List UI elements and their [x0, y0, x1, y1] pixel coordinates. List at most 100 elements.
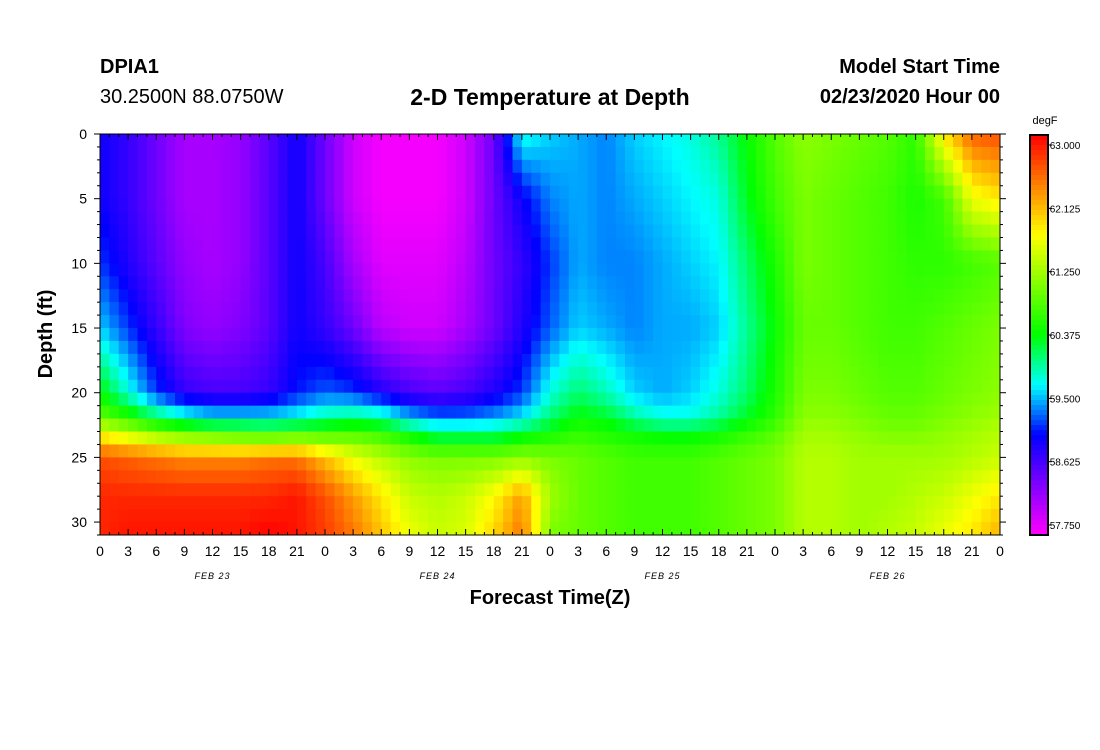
heatmap-cell: [625, 431, 635, 446]
heatmap-cell: [681, 159, 692, 174]
heatmap-cell: [681, 509, 692, 523]
heatmap-cell: [128, 392, 139, 407]
heatmap-cell: [728, 379, 739, 394]
heatmap-cell: [512, 353, 523, 368]
heatmap-cell: [409, 263, 420, 277]
heatmap-cell: [521, 470, 532, 484]
heatmap-cell: [568, 315, 579, 329]
heatmap-cell: [653, 185, 664, 200]
heatmap-cell: [418, 315, 429, 329]
heatmap-cell: [868, 198, 879, 213]
heatmap-cell: [709, 366, 720, 381]
heatmap-cell: [456, 470, 467, 484]
heatmap-cell: [775, 302, 785, 316]
heatmap-cell: [896, 405, 907, 420]
heatmap-cell: [231, 496, 242, 510]
heatmap-cell: [221, 146, 232, 161]
heatmap-cell: [596, 353, 607, 368]
heatmap-cell: [175, 146, 185, 161]
heatmap-cell: [690, 418, 701, 433]
heatmap-cell: [465, 353, 476, 368]
heatmap-cell: [512, 379, 523, 394]
heatmap-cell: [146, 159, 157, 174]
heatmap-cell: [175, 172, 185, 187]
heatmap-cell: [128, 418, 139, 433]
heatmap-cell: [859, 250, 870, 264]
heatmap-cell: [296, 302, 307, 316]
heatmap-cell: [681, 431, 692, 446]
heatmap-cell: [803, 509, 814, 523]
heatmap-cell: [990, 470, 1000, 484]
heatmap-cell: [728, 431, 739, 446]
heatmap-cell: [615, 366, 626, 381]
heatmap-cell: [428, 340, 439, 355]
heatmap-cell: [568, 353, 579, 368]
heatmap-cell: [343, 366, 354, 381]
heatmap-cell: [915, 522, 926, 535]
heatmap-cell: [512, 289, 523, 303]
heatmap-cell: [671, 405, 682, 420]
heatmap-cell: [953, 289, 964, 303]
heatmap-cell: [437, 172, 448, 187]
heatmap-cell: [775, 509, 785, 523]
heatmap-cell: [840, 302, 851, 316]
heatmap-cell: [962, 315, 973, 329]
heatmap-cell: [521, 250, 532, 264]
heatmap-cell: [287, 328, 298, 342]
heatmap-cell: [784, 198, 795, 213]
heatmap-cell: [653, 353, 664, 368]
heatmap-cell: [175, 211, 185, 226]
heatmap-cell: [831, 250, 842, 264]
heatmap-cell: [634, 379, 645, 394]
heatmap-cell: [334, 159, 345, 174]
heatmap-cell: [400, 444, 410, 458]
heatmap-cell: [971, 315, 982, 329]
heatmap-cell: [475, 289, 485, 303]
heatmap-cell: [981, 302, 992, 316]
heatmap-cell: [315, 509, 326, 523]
heatmap-cell: [925, 353, 935, 368]
heatmap-cell: [596, 146, 607, 161]
heatmap-cell: [793, 470, 804, 484]
heatmap-cell: [456, 340, 467, 355]
heatmap-cell: [615, 315, 626, 329]
heatmap-cell: [578, 431, 589, 446]
heatmap-cell: [568, 302, 579, 316]
heatmap-cell: [259, 276, 270, 290]
heatmap-cell: [943, 276, 954, 290]
heatmap-cell: [634, 185, 645, 200]
heatmap-cell: [475, 470, 485, 484]
heatmap-cell: [268, 366, 279, 381]
heatmap-cell: [587, 276, 598, 290]
heatmap-cell: [315, 315, 326, 329]
heatmap-cell: [550, 185, 560, 200]
heatmap-cell: [831, 134, 842, 148]
heatmap-cell: [625, 263, 635, 277]
heatmap-cell: [437, 509, 448, 523]
heatmap-cell: [203, 263, 214, 277]
heatmap-cell: [287, 224, 298, 239]
heatmap-cell: [165, 159, 176, 174]
heatmap-cell: [456, 405, 467, 420]
heatmap-cell: [775, 134, 785, 148]
heatmap-cell: [175, 444, 185, 458]
heatmap-cell: [503, 522, 514, 535]
heatmap-cell: [306, 276, 317, 290]
heatmap-cell: [371, 418, 382, 433]
heatmap-cell: [109, 470, 120, 484]
heatmap-cell: [306, 302, 317, 316]
heatmap-cell: [690, 328, 701, 342]
heatmap-cell: [821, 250, 832, 264]
x-tick-label: 0: [321, 543, 329, 559]
heatmap-cell: [587, 289, 598, 303]
heatmap-cell: [278, 224, 289, 239]
heatmap-cell: [859, 392, 870, 407]
colorbar: 63.00062.12561.25060.37559.50058.62557.7…: [1029, 134, 1081, 536]
heatmap-cell: [203, 405, 214, 420]
heatmap-cell: [418, 263, 429, 277]
heatmap-cell: [756, 431, 767, 446]
heatmap-cell: [925, 379, 935, 394]
heatmap-cell: [718, 250, 729, 264]
heatmap-cell: [306, 340, 317, 355]
